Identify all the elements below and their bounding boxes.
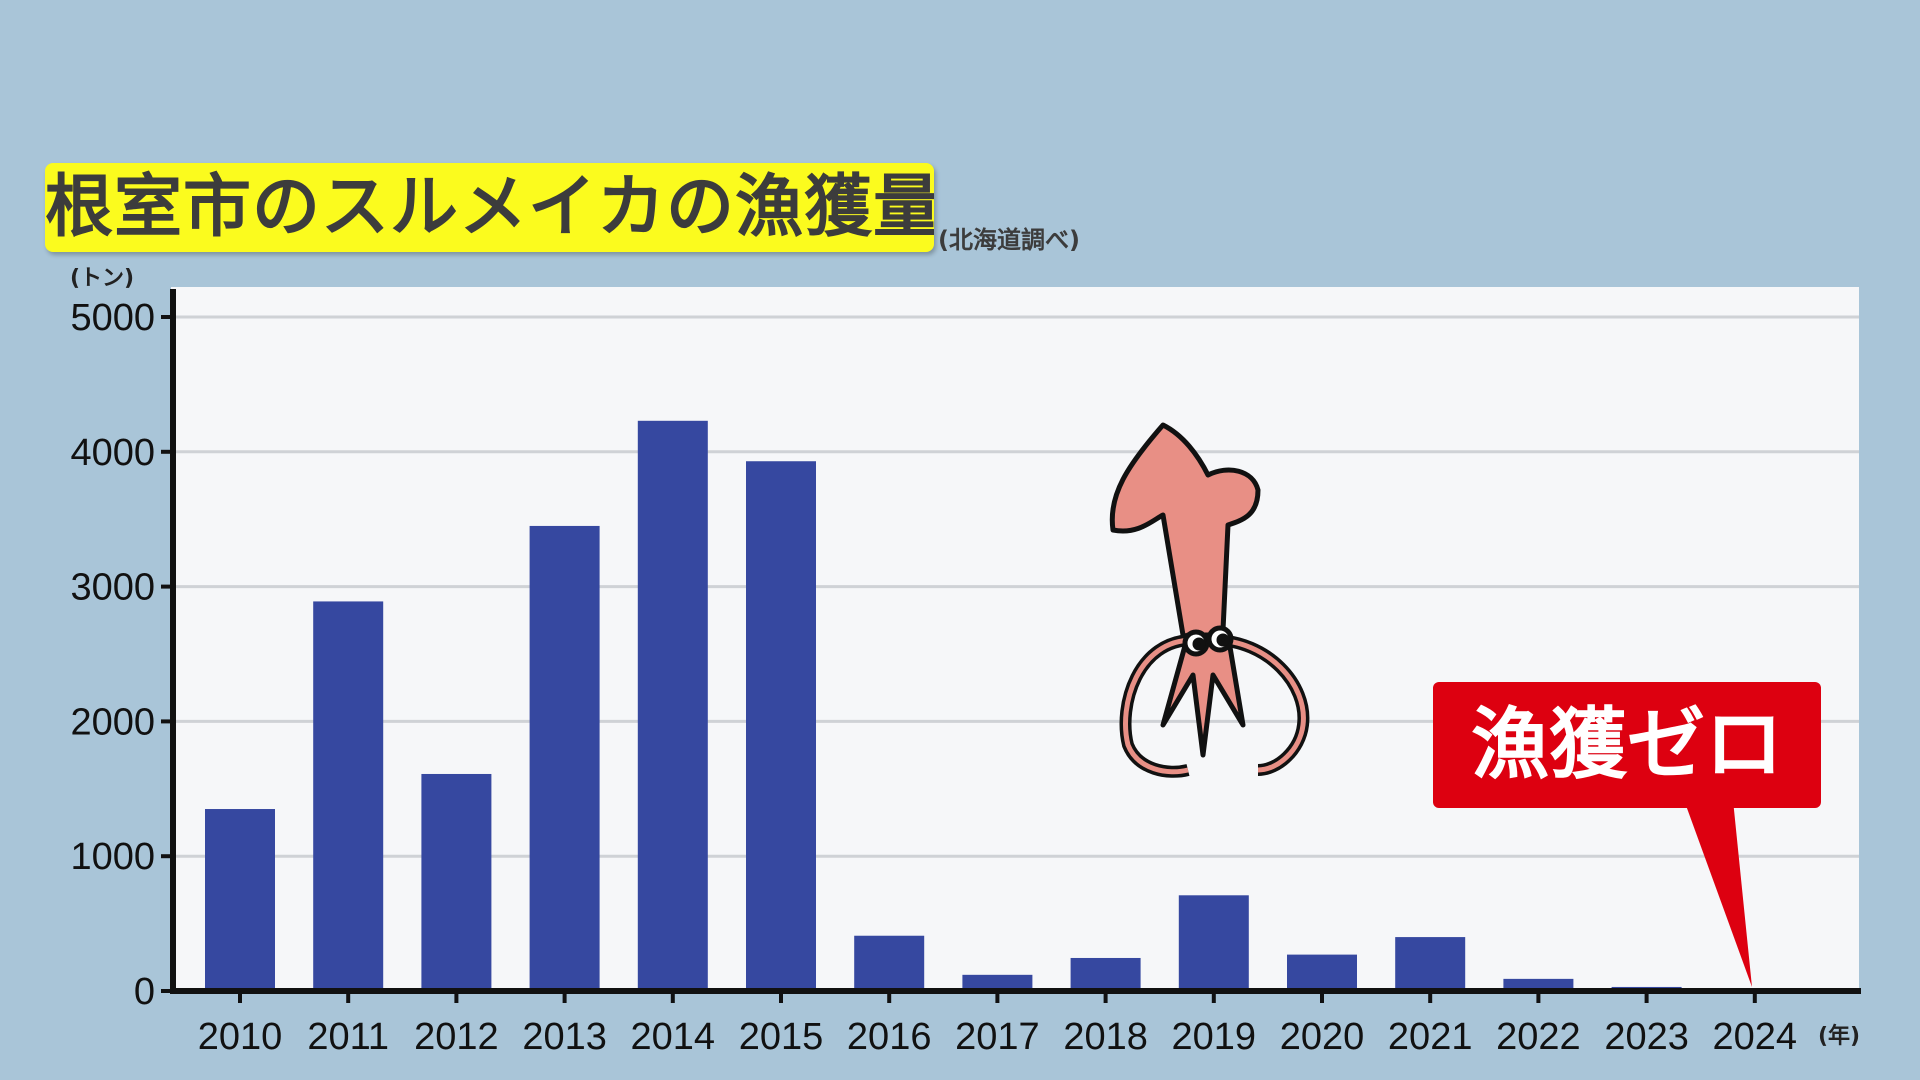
bar-2016	[854, 935, 925, 991]
squid-illustration-icon	[1109, 422, 1310, 778]
bar-2013	[529, 525, 600, 991]
callout-label: 漁獲ゼロ	[1470, 700, 1783, 790]
x-tick-label: 2020	[1280, 1016, 1365, 1058]
x-tick-label: 2021	[1388, 1016, 1473, 1058]
x-tick-label: 2014	[631, 1016, 716, 1058]
x-tick-label: 2012	[414, 1016, 499, 1058]
x-tick-label: 2013	[522, 1016, 607, 1058]
bar-2019	[1178, 895, 1249, 991]
bar-2015	[746, 461, 816, 992]
y-tick-label: 2000	[70, 701, 155, 743]
chart-title: 根室市のスルメイカの漁獲量	[45, 163, 934, 252]
x-tick-label: 2011	[307, 1016, 389, 1058]
bar-2022	[1503, 978, 1574, 991]
x-tick-label: 2018	[1063, 1016, 1148, 1058]
x-tick-label: 2016	[847, 1016, 932, 1058]
bar-2011	[313, 601, 384, 991]
y-tick-label: 5000	[70, 297, 155, 339]
bar-2014	[637, 420, 708, 991]
x-tick-label: 2019	[1172, 1016, 1257, 1058]
y-tick-label: 3000	[70, 567, 155, 609]
bar-2010	[205, 809, 275, 991]
x-tick-label: 2017	[955, 1016, 1040, 1058]
x-tick-label: 2022	[1496, 1016, 1581, 1058]
bar-2021	[1395, 937, 1466, 991]
x-tick-label: 2010	[198, 1016, 283, 1058]
bar-2018	[1070, 957, 1141, 991]
x-tick-label: 2023	[1604, 1016, 1689, 1058]
zero-catch-callout	[1433, 682, 1821, 987]
y-tick-label: 0	[134, 971, 155, 1013]
bar-2012	[421, 773, 492, 991]
chart-source: (北海道調べ)	[938, 226, 1080, 254]
bar-2017	[962, 974, 1033, 991]
x-tick-label: 2024	[1713, 1016, 1798, 1058]
y-tick-label: 1000	[70, 836, 155, 878]
bar-2020	[1287, 954, 1357, 991]
x-axis-unit: (年)	[1818, 1024, 1861, 1049]
y-tick-label: 4000	[70, 432, 155, 474]
y-axis-unit: (トン)	[70, 266, 135, 291]
x-tick-label: 2015	[739, 1016, 824, 1058]
